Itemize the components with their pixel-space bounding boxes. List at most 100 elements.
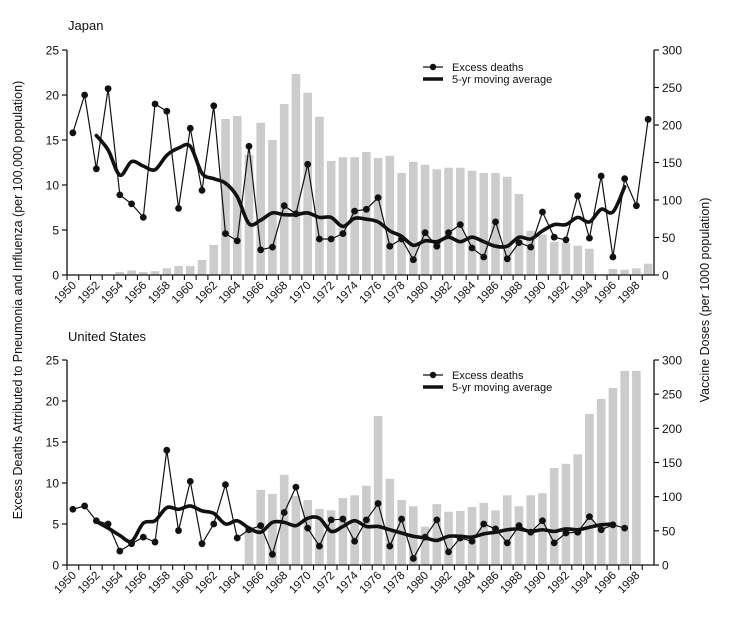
right-axis-title: Vaccine Doses (per 1000 population) [698, 198, 712, 403]
excess-deaths-point [409, 256, 417, 264]
excess-deaths-point [222, 230, 229, 238]
vaccine-bar [514, 194, 524, 275]
left-tick-label: 10 [46, 477, 60, 491]
right-tick-label: 0 [662, 269, 669, 283]
x-tick-label: 1974 [334, 569, 361, 596]
excess-deaths-point [445, 229, 452, 237]
excess-deaths-point [456, 221, 464, 229]
x-tick-label: 1974 [334, 279, 361, 306]
excess-deaths-point [128, 540, 135, 548]
x-tick-label: 1966 [240, 280, 267, 307]
vaccine-bar [632, 370, 641, 565]
x-tick-label: 1994 [569, 279, 596, 306]
excess-deaths-point [351, 207, 359, 215]
excess-deaths-point [515, 522, 523, 530]
excess-deaths-point [163, 446, 171, 454]
excess-deaths-point [574, 528, 582, 536]
left-tick-label: 5 [52, 224, 59, 238]
excess-deaths-point [151, 100, 159, 108]
excess-deaths-point [186, 124, 194, 132]
vaccine-bar [373, 158, 383, 275]
excess-deaths-point [116, 191, 124, 199]
vaccine-bar [244, 155, 254, 275]
x-tick-label: 1952 [76, 280, 103, 307]
vaccine-bar [209, 245, 219, 275]
excess-deaths-point [210, 520, 218, 528]
vaccine-bar [596, 398, 606, 565]
vaccine-bar [268, 140, 277, 275]
x-tick-label: 1950 [52, 570, 79, 597]
x-tick-label: 1992 [545, 570, 572, 597]
excess-deaths-point [492, 218, 499, 226]
excess-deaths-point [257, 522, 265, 530]
right-tick-label: 150 [662, 156, 682, 170]
vaccine-bar [620, 370, 629, 565]
excess-deaths-point [445, 548, 452, 556]
excess-deaths-point [81, 91, 89, 99]
panel-title: United States [68, 329, 147, 344]
excess-deaths-point [104, 85, 112, 93]
vaccine-bar [303, 92, 312, 275]
panel-united-states: United States051015202505010015020025030… [46, 329, 683, 596]
excess-deaths-point [233, 534, 241, 542]
excess-deaths-point [163, 107, 171, 115]
x-tick-label: 1962 [193, 280, 220, 307]
left-axis-title: Excess Deaths Attributed to Pneumonia an… [11, 81, 25, 519]
excess-deaths-point [92, 165, 100, 173]
vaccine-bar [620, 269, 629, 275]
vaccine-bar [291, 495, 301, 565]
vaccine-bar [444, 511, 453, 565]
excess-deaths-point [81, 502, 89, 510]
excess-deaths-point [632, 202, 640, 210]
excess-deaths-point [304, 524, 312, 532]
excess-deaths-point [609, 521, 617, 529]
excess-deaths-line [72, 88, 649, 262]
excess-deaths-point [409, 555, 417, 562]
vaccine-bar [608, 269, 618, 275]
vaccine-bar [561, 463, 571, 565]
excess-deaths-point [550, 233, 558, 241]
x-tick-label: 1970 [287, 280, 314, 307]
vaccine-bar [573, 245, 582, 275]
x-tick-label: 1982 [428, 570, 455, 597]
excess-deaths-point [362, 516, 370, 524]
vaccine-bar [150, 271, 160, 275]
moving-average-line [94, 133, 627, 249]
left-tick-label: 15 [46, 134, 60, 148]
x-tick-label: 1986 [475, 280, 502, 307]
vaccine-bar [162, 268, 172, 275]
excess-deaths-point [374, 194, 382, 202]
excess-deaths-point [128, 200, 135, 208]
vaccine-bar [479, 173, 489, 275]
vaccine-bar [315, 116, 324, 275]
excess-deaths-point [574, 192, 582, 200]
excess-deaths-point [609, 253, 617, 261]
excess-deaths-point [151, 538, 159, 546]
vaccine-bar [585, 248, 594, 275]
vaccine-bar [608, 388, 618, 565]
panel-title: Japan [68, 18, 103, 33]
right-tick-label: 100 [662, 194, 682, 208]
x-tick-label: 1958 [146, 570, 173, 597]
x-tick-label: 1954 [99, 279, 126, 306]
x-tick-label: 1966 [240, 570, 267, 597]
vaccine-bar [385, 478, 395, 565]
excess-deaths-point [280, 509, 288, 516]
vaccine-bar [185, 266, 195, 275]
vaccine-bar [632, 268, 641, 275]
vaccine-bar [409, 161, 418, 275]
excess-deaths-point [327, 235, 335, 243]
excess-deaths-point [316, 235, 323, 243]
vaccine-bar [585, 413, 594, 565]
right-tick-label: 50 [662, 524, 676, 538]
x-tick-label: 1968 [264, 570, 291, 597]
x-tick-label: 1988 [499, 280, 526, 307]
vaccine-bar [303, 500, 312, 565]
excess-deaths-point [374, 500, 382, 507]
x-tick-label: 1964 [217, 279, 244, 306]
x-tick-label: 1972 [311, 280, 338, 307]
excess-deaths-point [292, 483, 300, 491]
excess-deaths-point [245, 526, 253, 534]
x-tick-label: 1982 [428, 280, 455, 307]
vaccine-bar [444, 167, 453, 275]
